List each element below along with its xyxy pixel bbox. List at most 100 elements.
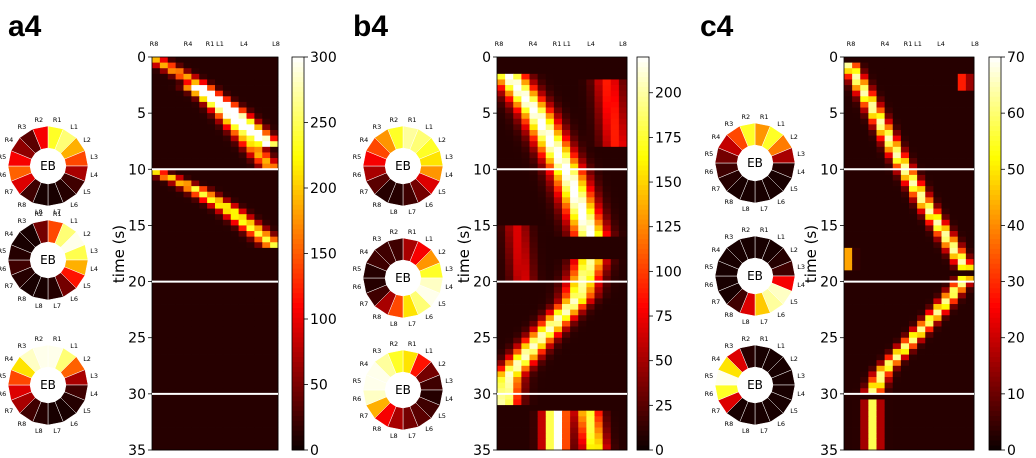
heatmap-cell [537, 152, 547, 159]
heatmap-cell [602, 208, 612, 215]
heatmap-cell [246, 107, 255, 114]
heatmap-cell [860, 101, 869, 108]
heatmap-cell [594, 427, 604, 434]
heatmap-cell [191, 247, 200, 254]
heatmap-cell [933, 388, 942, 395]
heatmap-cell [167, 118, 177, 125]
colorbar-step [637, 150, 649, 156]
heatmap-cell [618, 326, 628, 333]
heatmap-cell [957, 62, 967, 69]
heatmap-cell [586, 348, 595, 355]
heatmap-cell [207, 90, 216, 97]
heatmap-cell [191, 152, 200, 159]
colorbar-step [989, 179, 1001, 186]
heatmap-cell [529, 214, 539, 221]
heatmap-cell [618, 73, 628, 80]
heatmap-cell [175, 152, 184, 159]
heatmap-cell [230, 202, 240, 209]
heatmap-cell [167, 202, 177, 209]
heatmap-cell [497, 348, 506, 355]
heatmap-cell [965, 253, 975, 260]
heatmap-cell [844, 337, 853, 344]
heatmap-cell [183, 214, 192, 221]
heatmap-cell [860, 354, 869, 361]
heatmap-cell [844, 259, 853, 266]
heatmap-cell [246, 124, 255, 131]
heatmap-cell [594, 438, 604, 445]
heatmap-cell [222, 427, 232, 434]
heatmap-cell [909, 292, 918, 299]
heatmap-cell [957, 410, 967, 417]
heatmap-cell [545, 79, 555, 86]
heatmap-cell [917, 118, 926, 125]
heatmap-cell [545, 410, 555, 417]
heatmap-cell [183, 174, 192, 181]
colorbar-step [989, 410, 1001, 417]
heatmap-cell [884, 304, 894, 311]
heatmap-cell [521, 242, 530, 249]
heatmap-cell [941, 191, 951, 198]
heatmap-cell [844, 135, 853, 142]
heatmap-cell [254, 304, 263, 311]
ring-segment-label: L1 [777, 233, 785, 241]
heatmap-cell [199, 444, 208, 451]
heatmap-cell [505, 264, 514, 271]
heatmap-cell [570, 270, 579, 277]
ring-segment-label: R7 [5, 188, 14, 196]
heatmap-cell [553, 236, 563, 243]
heatmap-cell [892, 62, 902, 69]
heatmap-cell [917, 264, 926, 271]
heatmap-cell [578, 113, 587, 120]
heatmap-cell [610, 393, 620, 400]
heatmap-cell [152, 298, 161, 305]
heatmap-cell [222, 337, 232, 344]
heatmap-cell [167, 360, 177, 367]
heatmap-cell [159, 309, 169, 316]
heatmap-cell [949, 332, 959, 339]
heatmap-cell [949, 158, 959, 165]
ring-segment-label: R1 [408, 116, 417, 124]
heatmap-cell [844, 393, 853, 400]
heatmap-cell [529, 421, 539, 428]
heatmap-cell [207, 68, 216, 75]
heatmap-cell [578, 270, 587, 277]
heatmap-cell [505, 371, 514, 378]
heatmap-cell [505, 382, 514, 389]
heatmap-cell [909, 79, 918, 86]
heatmap-cell [876, 444, 886, 451]
ring-segment-label: L2 [790, 133, 798, 141]
heatmap-cell [159, 332, 169, 339]
heatmap-cell [562, 118, 571, 125]
ring-segment-label: L4 [90, 171, 98, 179]
heatmap-cell [884, 410, 894, 417]
heatmap-cell [586, 73, 595, 80]
heatmap-cell [594, 129, 604, 136]
heatmap-cell [949, 214, 959, 221]
heatmap-cell [521, 214, 530, 221]
heatmap-cell [925, 197, 934, 204]
heatmap-cell [505, 270, 514, 277]
heatmap-cell [884, 416, 894, 423]
heatmap-cell [876, 360, 886, 367]
heatmap-cell [618, 124, 628, 131]
heatmap-cell [941, 315, 951, 322]
heatmap-cell [262, 158, 271, 165]
heatmap-cell [618, 438, 628, 445]
heatmap-cell [238, 287, 247, 294]
heatmap-cell [199, 427, 208, 434]
heatmap-cell [562, 253, 571, 260]
heatmap-cell [965, 236, 975, 243]
heatmap-cell [505, 354, 514, 361]
heatmap-cell [594, 365, 604, 372]
heatmap-cell [152, 393, 161, 400]
heatmap-cell [254, 281, 263, 288]
heatmap-cell [270, 405, 279, 412]
heatmap-cell [513, 96, 522, 103]
heatmap-cell [949, 393, 959, 400]
heatmap-cell [191, 281, 200, 288]
heatmap-cell [610, 158, 620, 165]
heatmap-cell [933, 90, 942, 97]
heatmap-cell [545, 433, 555, 440]
heatmap-cell [909, 343, 918, 350]
heatmap-cell [570, 197, 579, 204]
